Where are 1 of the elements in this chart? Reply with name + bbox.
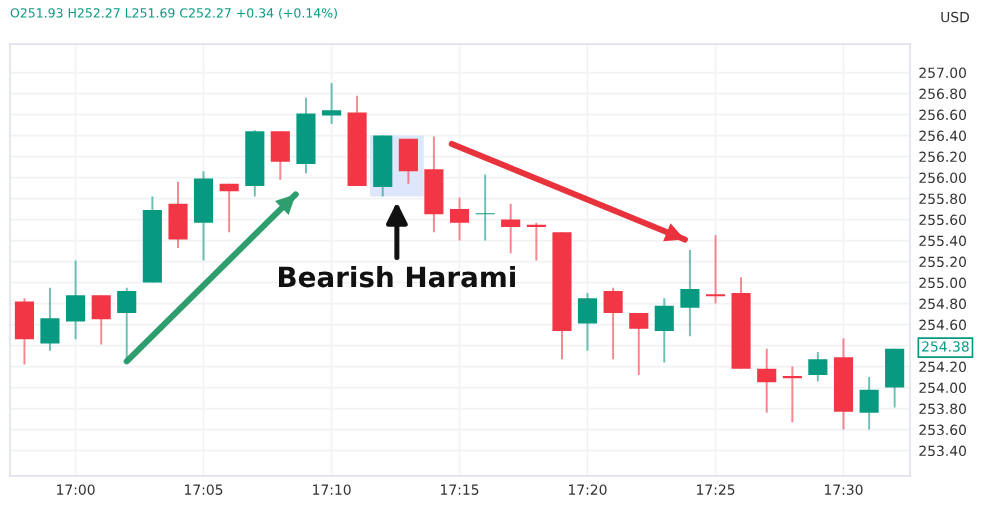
- annotation: Bearish Harami: [279, 265, 515, 288]
